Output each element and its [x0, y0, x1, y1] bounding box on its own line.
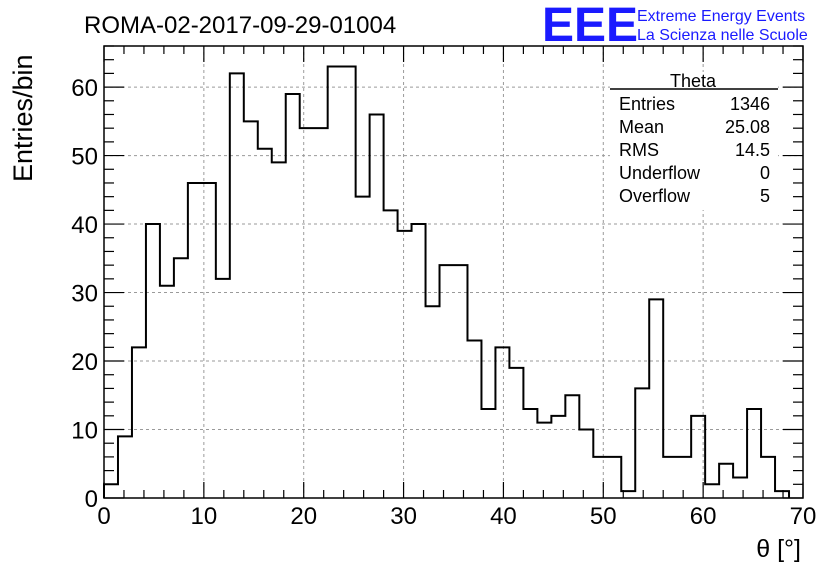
stats-value: 14.5	[735, 140, 770, 160]
y-tick-label: 50	[71, 144, 98, 171]
x-tick-label: 30	[390, 503, 417, 530]
x-tick-label: 20	[290, 503, 317, 530]
grid-lines	[104, 46, 803, 498]
stats-label: RMS	[619, 140, 659, 160]
y-axis-label: Entries/bin	[8, 54, 38, 182]
axis-ticks	[103, 45, 804, 499]
x-tick-labels: 0 10 20 30 40 50 60 70	[97, 503, 816, 530]
stats-value: 5	[760, 186, 770, 206]
histogram-line	[103, 65, 791, 498]
stats-label: Underflow	[619, 163, 701, 183]
x-tick-label: 0	[97, 503, 110, 530]
y-tick-label: 20	[71, 349, 98, 376]
stats-box: Theta Entries 1346 Mean 25.08 RMS 14.5 Underfl…	[610, 71, 778, 210]
logo-line-2: La Scienza nelle Scuole	[637, 27, 808, 44]
logo-line-1: Extreme Energy Events	[637, 8, 805, 25]
stats-value: 25.08	[725, 117, 770, 137]
stats-label: Mean	[619, 117, 664, 137]
x-tick-label: 10	[191, 503, 218, 530]
x-tick-label: 60	[690, 503, 717, 530]
eee-logo: EEE	[542, 0, 638, 52]
y-tick-label: 0	[85, 486, 98, 513]
x-tick-label: 40	[490, 503, 517, 530]
stats-value: 0	[760, 163, 770, 183]
y-tick-label: 40	[71, 212, 98, 239]
chart-title: ROMA-02-2017-09-29-01004	[84, 12, 396, 39]
y-tick-label: 10	[71, 418, 98, 445]
x-tick-label: 50	[590, 503, 617, 530]
y-tick-label: 30	[71, 281, 98, 308]
stats-title: Theta	[670, 71, 717, 91]
stats-label: Overflow	[619, 186, 691, 206]
y-tick-label: 60	[71, 75, 98, 102]
stats-label: Entries	[619, 94, 675, 114]
y-tick-labels: 0 10 20 30 40 50 60	[71, 75, 98, 513]
x-axis-label: θ [°]	[756, 535, 801, 563]
x-tick-label: 70	[790, 503, 817, 530]
plot-frame	[103, 45, 804, 499]
stats-value: 1346	[730, 94, 770, 114]
